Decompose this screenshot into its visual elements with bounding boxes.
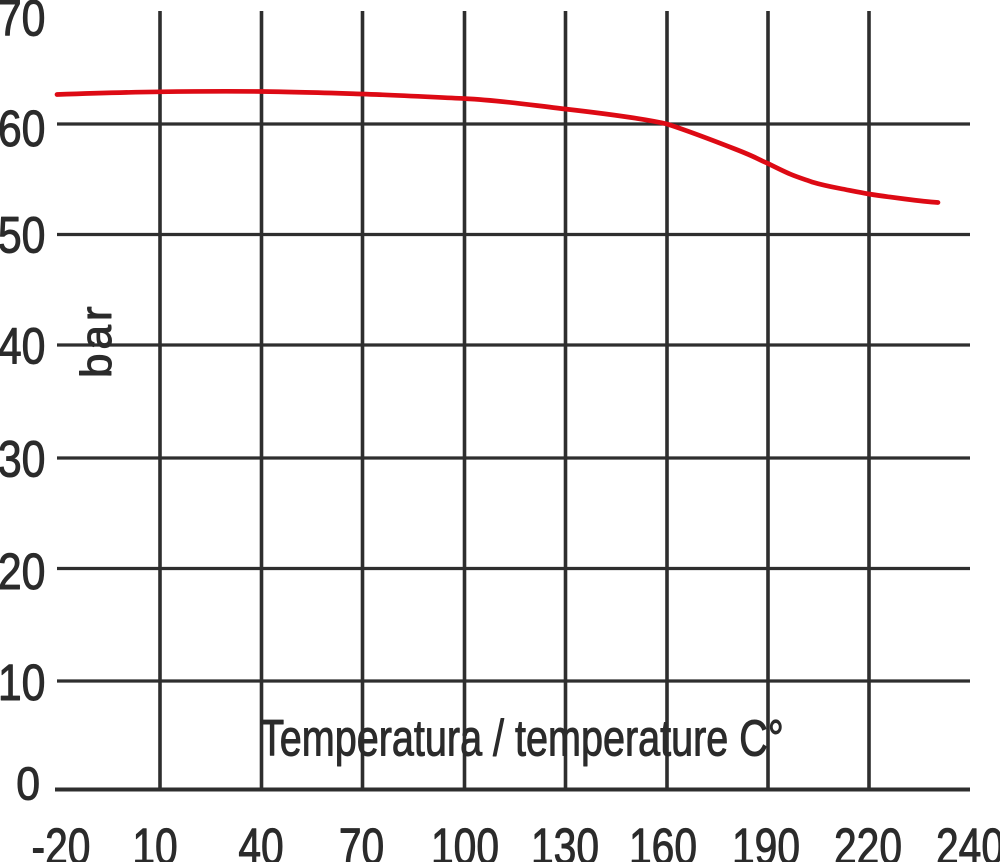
svg-text:240: 240 [936, 818, 1000, 862]
svg-text:160: 160 [629, 818, 697, 862]
svg-text:100: 100 [431, 818, 499, 862]
svg-text:Temperatura / temperature C°: Temperatura / temperature C° [260, 710, 784, 767]
svg-text:60: 60 [0, 99, 45, 156]
svg-text:70: 70 [0, 0, 45, 46]
svg-text:130: 130 [531, 818, 599, 862]
svg-text:-20: -20 [32, 818, 91, 862]
svg-text:40: 40 [0, 317, 45, 374]
svg-text:70: 70 [339, 818, 384, 862]
svg-text:20: 20 [0, 542, 45, 599]
svg-text:50: 50 [0, 206, 45, 263]
svg-text:0: 0 [16, 759, 40, 810]
svg-text:220: 220 [834, 818, 902, 862]
svg-text:10: 10 [132, 818, 177, 862]
svg-text:10: 10 [0, 653, 45, 710]
svg-text:40: 40 [238, 818, 283, 862]
svg-text:bar: bar [72, 302, 121, 378]
svg-text:30: 30 [0, 430, 45, 487]
svg-text:190: 190 [732, 818, 800, 862]
